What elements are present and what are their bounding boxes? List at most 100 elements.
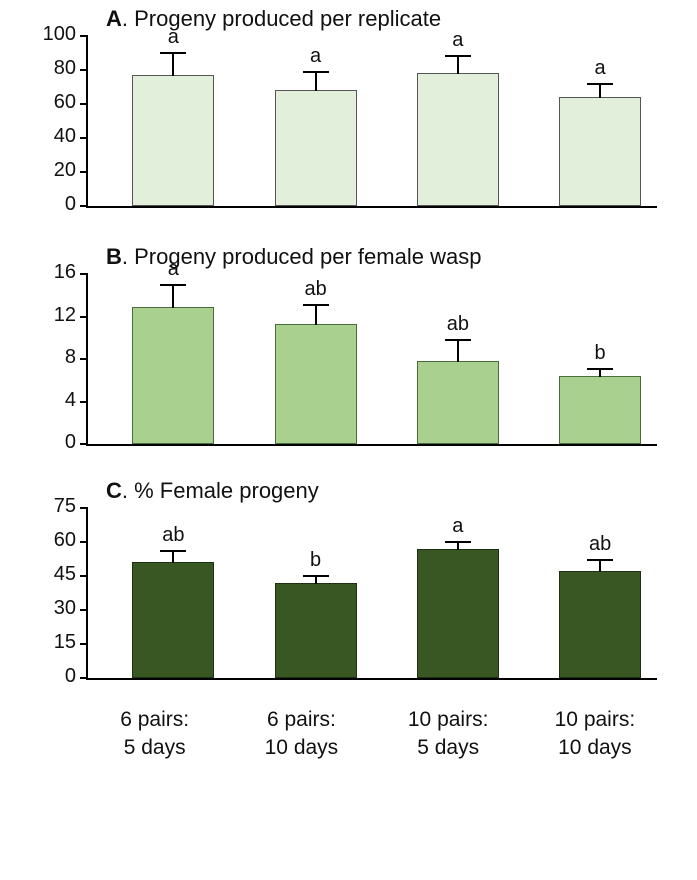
- panel-c-title: C. % Female progeny: [106, 478, 657, 504]
- error-bar-line: [172, 552, 174, 563]
- y-tick: [80, 677, 88, 679]
- bar-group: a: [401, 73, 515, 206]
- x-label-2-line2: 5 days: [417, 736, 479, 759]
- bar-group: b: [543, 376, 657, 444]
- y-tick-label: 75: [26, 495, 76, 518]
- y-tick-label: 45: [26, 563, 76, 586]
- panel-c: C. % Female progeny 01530456075abbaab: [16, 478, 657, 698]
- bar-group: a: [116, 75, 230, 206]
- significance-label: a: [310, 45, 321, 68]
- y-tick-label: 16: [26, 261, 76, 284]
- x-label-0-line1: 6 pairs:: [120, 708, 189, 731]
- error-bar-line: [599, 85, 601, 99]
- error-bar-cap: [303, 304, 329, 306]
- error-bar-cap: [303, 71, 329, 73]
- error-bar-cap: [445, 55, 471, 57]
- y-tick-label: 80: [26, 57, 76, 80]
- x-axis-labels: 6 pairs: 5 days 6 pairs: 10 days 10 pair…: [70, 706, 657, 763]
- x-label-3-line2: 10 days: [558, 736, 632, 759]
- y-tick: [80, 316, 88, 318]
- bar: [275, 90, 357, 206]
- bar-group: ab: [259, 324, 373, 444]
- bar-group: a: [259, 90, 373, 206]
- bar: [559, 376, 641, 444]
- error-bar-line: [315, 73, 317, 92]
- y-tick: [80, 35, 88, 37]
- error-bar-cap: [587, 83, 613, 85]
- bar-group: ab: [401, 361, 515, 444]
- error-bar-line: [172, 286, 174, 308]
- y-tick-label: 4: [26, 389, 76, 412]
- y-tick: [80, 575, 88, 577]
- significance-label: ab: [447, 313, 469, 336]
- bar-group: ab: [116, 562, 230, 678]
- y-tick: [80, 609, 88, 611]
- panel-a-plot-area: 020406080100aaaa: [86, 36, 657, 208]
- y-tick: [80, 541, 88, 543]
- error-bar-line: [315, 577, 317, 584]
- significance-label: b: [595, 342, 606, 365]
- y-tick: [80, 643, 88, 645]
- error-bar-line: [457, 341, 459, 362]
- panel-c-title-text: . % Female progeny: [122, 478, 319, 503]
- error-bar-line: [599, 561, 601, 572]
- bar: [132, 562, 214, 678]
- error-bar-line: [315, 306, 317, 325]
- y-tick-label: 12: [26, 304, 76, 327]
- y-tick: [80, 358, 88, 360]
- bar: [132, 307, 214, 444]
- y-tick-label: 100: [26, 23, 76, 46]
- y-tick-label: 8: [26, 346, 76, 369]
- figure-container: A. Progeny produced per replicate 020406…: [0, 0, 697, 880]
- x-label-0: 6 pairs: 5 days: [93, 706, 217, 763]
- y-tick-label: 20: [26, 159, 76, 182]
- y-tick-label: 60: [26, 91, 76, 114]
- y-tick: [80, 401, 88, 403]
- y-tick: [80, 273, 88, 275]
- y-tick: [80, 443, 88, 445]
- y-tick-label: 60: [26, 529, 76, 552]
- y-tick-label: 15: [26, 631, 76, 654]
- y-tick-label: 30: [26, 597, 76, 620]
- x-label-0-line2: 5 days: [124, 736, 186, 759]
- bar: [417, 361, 499, 444]
- error-bar-cap: [160, 52, 186, 54]
- x-label-3: 10 pairs: 10 days: [533, 706, 657, 763]
- y-tick: [80, 205, 88, 207]
- bar: [132, 75, 214, 206]
- panel-a: A. Progeny produced per replicate 020406…: [16, 6, 657, 226]
- error-bar-cap: [160, 550, 186, 552]
- significance-label: a: [595, 57, 606, 80]
- y-tick-label: 0: [26, 193, 76, 216]
- error-bar-line: [172, 54, 174, 76]
- significance-label: a: [452, 29, 463, 52]
- bar: [417, 549, 499, 678]
- significance-label: ab: [162, 524, 184, 547]
- error-bar-line: [457, 543, 459, 550]
- y-tick-label: 40: [26, 125, 76, 148]
- significance-label: a: [168, 258, 179, 281]
- panel-b: B. Progeny produced per female wasp 0481…: [16, 244, 657, 464]
- significance-label: a: [452, 515, 463, 538]
- error-bar-cap: [445, 541, 471, 543]
- panel-b-letter: B: [106, 244, 122, 269]
- error-bar-line: [457, 57, 459, 74]
- y-tick: [80, 69, 88, 71]
- x-label-3-line1: 10 pairs:: [555, 708, 636, 731]
- panel-b-plot-area: 0481216aababb: [86, 274, 657, 446]
- x-label-2: 10 pairs: 5 days: [386, 706, 510, 763]
- error-bar-cap: [303, 575, 329, 577]
- panel-a-plot: 020406080100aaaa: [76, 36, 657, 226]
- significance-label: ab: [589, 533, 611, 556]
- bar-group: ab: [543, 571, 657, 678]
- x-label-2-line1: 10 pairs:: [408, 708, 489, 731]
- panel-b-title: B. Progeny produced per female wasp: [106, 244, 657, 270]
- error-bar-cap: [587, 559, 613, 561]
- x-label-1: 6 pairs: 10 days: [239, 706, 363, 763]
- error-bar-cap: [445, 339, 471, 341]
- x-label-1-line2: 10 days: [265, 736, 339, 759]
- y-tick-label: 0: [26, 431, 76, 454]
- bar-group: a: [401, 549, 515, 678]
- significance-label: b: [310, 549, 321, 572]
- y-tick: [80, 137, 88, 139]
